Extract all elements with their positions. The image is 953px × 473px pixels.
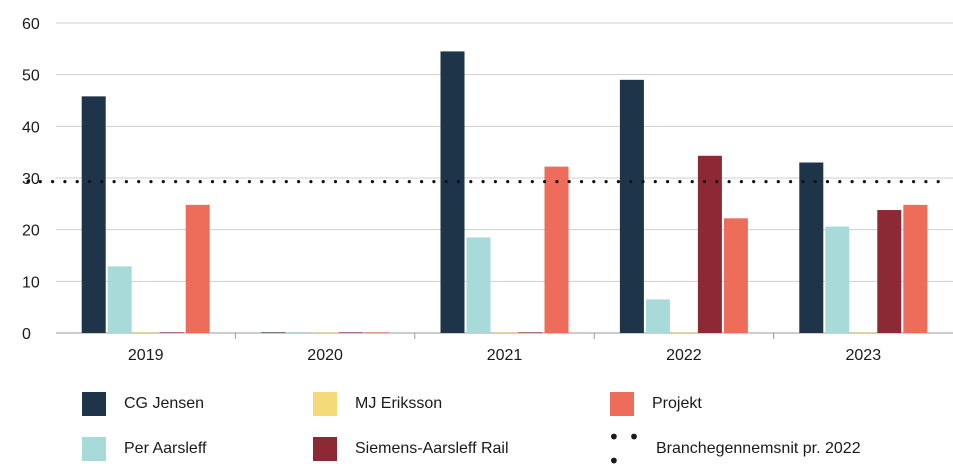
y-tick-label: 0 bbox=[22, 326, 31, 343]
bar-mj-eriksson-2022 bbox=[671, 332, 696, 333]
y-tick-label: 60 bbox=[22, 16, 40, 33]
y-tick-label: 20 bbox=[22, 223, 40, 240]
bar-siemens-aarsleff-rail-2021 bbox=[518, 332, 543, 333]
x-tick-label: 2020 bbox=[307, 347, 343, 364]
legend-label-mj-eriksson: MJ Eriksson bbox=[355, 395, 443, 412]
legend-item-mj-eriksson: MJ Eriksson bbox=[313, 392, 442, 416]
legend-label-cg-jensen: CG Jensen bbox=[124, 395, 205, 412]
chart-legend: CG Jensen MJ Eriksson Projekt Per Aarsle… bbox=[82, 392, 861, 473]
bar-projekt-2023 bbox=[903, 204, 928, 333]
legend-swatch-cg-jensen bbox=[82, 392, 106, 416]
bar-per-aarsleff-2022 bbox=[645, 299, 670, 333]
legend-swatch-projekt bbox=[610, 392, 634, 416]
x-tick-label: 2023 bbox=[846, 347, 882, 364]
bar-siemens-aarsleff-rail-2020 bbox=[339, 332, 364, 333]
legend-swatch-siemens-aarsleff-rail bbox=[313, 437, 337, 461]
legend-item-per-aarsleff: Per Aarsleff bbox=[82, 437, 206, 461]
legend-item-branchegennemsnit: • • • Branchegennemsnit pr. 2022 bbox=[608, 425, 861, 473]
bar-cg-jensen-2021 bbox=[440, 51, 465, 334]
legend-swatch-per-aarsleff bbox=[82, 437, 106, 461]
x-tick-label: 2022 bbox=[666, 347, 702, 364]
bar-per-aarsleff-2019 bbox=[107, 266, 132, 333]
legend-item-siemens-aarsleff-rail: Siemens-Aarsleff Rail bbox=[313, 437, 509, 461]
y-tick-label: 40 bbox=[22, 119, 40, 136]
bar-projekt-2020 bbox=[365, 332, 390, 333]
bar-per-aarsleff-2020 bbox=[287, 332, 312, 333]
bar-mj-eriksson-2023 bbox=[851, 332, 876, 333]
legend-swatch-mj-eriksson bbox=[313, 392, 337, 416]
legend-label-per-aarsleff: Per Aarsleff bbox=[124, 440, 207, 457]
legend-label-siemens-aarsleff-rail: Siemens-Aarsleff Rail bbox=[355, 440, 509, 457]
y-tick-label: 50 bbox=[22, 68, 40, 85]
bar-mj-eriksson-2020 bbox=[313, 332, 338, 333]
legend-item-cg-jensen: CG Jensen bbox=[82, 392, 204, 416]
bar-siemens-aarsleff-rail-2022 bbox=[697, 155, 722, 333]
bar-per-aarsleff-2023 bbox=[825, 226, 850, 333]
legend-item-projekt: Projekt bbox=[610, 392, 702, 416]
legend-dotted-line-icon: • • • bbox=[608, 425, 641, 473]
bar-projekt-2019 bbox=[185, 204, 210, 333]
legend-label-projekt: Projekt bbox=[652, 395, 702, 412]
bar-projekt-2021 bbox=[544, 166, 569, 333]
bar-cg-jensen-2023 bbox=[799, 162, 824, 333]
legend-label-branchegennemsnit: Branchegennemsnit pr. 2022 bbox=[656, 440, 861, 457]
bar-projekt-2022 bbox=[723, 218, 748, 333]
bar-mj-eriksson-2019 bbox=[133, 332, 158, 333]
y-tick-label: 30 bbox=[22, 171, 40, 188]
x-tick-label: 2021 bbox=[487, 347, 523, 364]
bar-cg-jensen-2019 bbox=[81, 96, 106, 333]
bar-siemens-aarsleff-rail-2019 bbox=[159, 332, 184, 333]
bar-chart: 0 10 20 30 40 50 60 2019 2020 2021 2022 2023 bbox=[22, 16, 953, 364]
bar-mj-eriksson-2021 bbox=[492, 332, 517, 333]
x-tick-label: 2019 bbox=[128, 347, 164, 364]
bar-per-aarsleff-2021 bbox=[466, 237, 491, 333]
bar-cg-jensen-2022 bbox=[619, 79, 644, 333]
bar-cg-jensen-2020 bbox=[261, 332, 286, 333]
y-tick-label: 10 bbox=[22, 274, 40, 291]
bar-siemens-aarsleff-rail-2023 bbox=[877, 210, 902, 333]
